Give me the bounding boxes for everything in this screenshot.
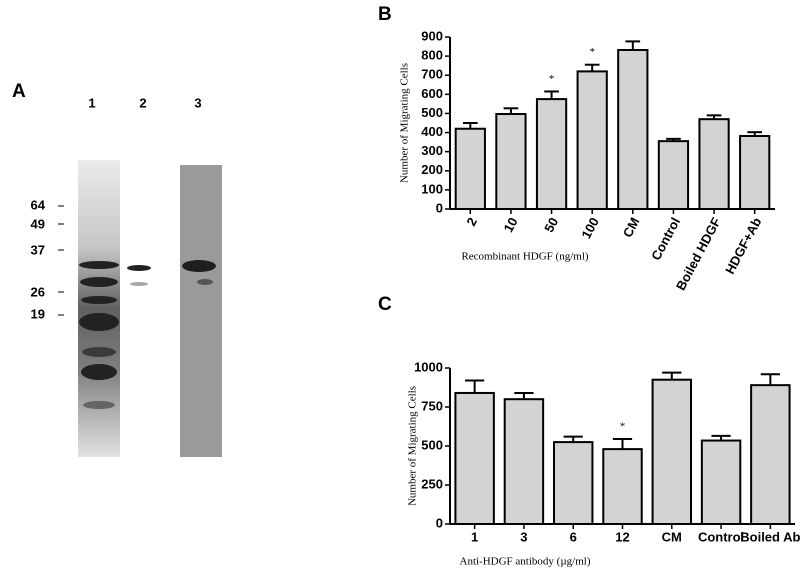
significance-marker: * — [620, 421, 626, 433]
y-tick-label: 200 — [421, 162, 443, 177]
gel-band — [182, 260, 216, 272]
bar — [739, 134, 771, 211]
y-tick-label: 300 — [421, 143, 443, 158]
marker-label: 49 — [31, 216, 45, 231]
significance-marker: * — [549, 73, 555, 85]
x-tick-label: 10 — [501, 215, 521, 235]
y-tick-label: 100 — [421, 181, 443, 196]
gel-panel: A 1 2 3 64 49 37 26 19 — [12, 81, 222, 457]
x-tick-label: 3 — [520, 529, 527, 544]
marker-label: 26 — [31, 284, 45, 299]
y-axis-label: Number of Migrating Cells — [399, 63, 411, 183]
y-tick-label: 500 — [421, 105, 443, 120]
panel-label: C — [378, 294, 392, 315]
marker-label: 19 — [31, 306, 45, 321]
bar — [750, 384, 791, 525]
x-tick-label: HDGF+Ab — [722, 215, 764, 277]
y-tick-label: 1000 — [414, 359, 443, 374]
gel-bands — [79, 261, 151, 409]
bar — [552, 441, 594, 526]
x-tick-label: Boiled Ab — [740, 529, 800, 544]
x-tick-label: 1 — [471, 529, 478, 544]
x-tick-label: CM — [620, 215, 643, 240]
y-tick-label: 750 — [421, 398, 443, 413]
x-tick-label: 2 — [463, 215, 480, 228]
lane-label: 1 — [88, 95, 95, 110]
gel-lane — [78, 160, 120, 457]
y-tick-label: 700 — [421, 67, 443, 82]
bar — [503, 398, 545, 526]
bar — [576, 70, 608, 211]
gel-lane — [180, 165, 222, 457]
bar — [454, 127, 486, 211]
y-tick-label: 0 — [436, 200, 443, 215]
marker-label: 37 — [31, 242, 45, 257]
bar — [657, 140, 690, 210]
significance-marker: * — [589, 46, 595, 58]
y-tick-label: 900 — [421, 28, 443, 43]
gel-band — [197, 279, 213, 285]
marker-ticks — [58, 205, 64, 316]
y-tick-label: 800 — [421, 48, 443, 63]
bar — [698, 118, 730, 210]
lane-label: 3 — [194, 95, 201, 110]
bar — [495, 113, 527, 210]
x-axis-label: Recombinant HDGF (ng/ml) — [461, 251, 588, 263]
bar — [700, 439, 742, 526]
y-tick-label: 0 — [436, 515, 443, 530]
panel-label: A — [12, 81, 26, 102]
x-tick-label: CM — [662, 529, 682, 544]
bar — [535, 98, 568, 210]
marker-label: 64 — [31, 197, 46, 212]
x-axis-label: Anti-HDGF antibody (µg/ml) — [460, 556, 591, 568]
bar — [617, 48, 649, 210]
x-tick-label: 100 — [578, 215, 601, 241]
x-tick-label: Control — [698, 529, 744, 544]
y-axis-label: Number of Migrating Cells — [407, 386, 419, 506]
x-tick-label: 50 — [541, 215, 561, 235]
bar — [651, 378, 693, 526]
lane-label: 2 — [139, 95, 146, 110]
y-tick-label: 250 — [421, 476, 443, 491]
panel-label: B — [378, 4, 392, 25]
bar — [602, 448, 643, 525]
bar — [454, 391, 495, 525]
x-tick-label: Control — [648, 215, 683, 263]
x-tick-label: 12 — [615, 529, 629, 544]
y-tick-label: 600 — [421, 86, 443, 101]
y-tick-label: 500 — [421, 437, 443, 452]
y-tick-label: 400 — [421, 124, 443, 139]
x-tick-label: 6 — [570, 529, 577, 544]
